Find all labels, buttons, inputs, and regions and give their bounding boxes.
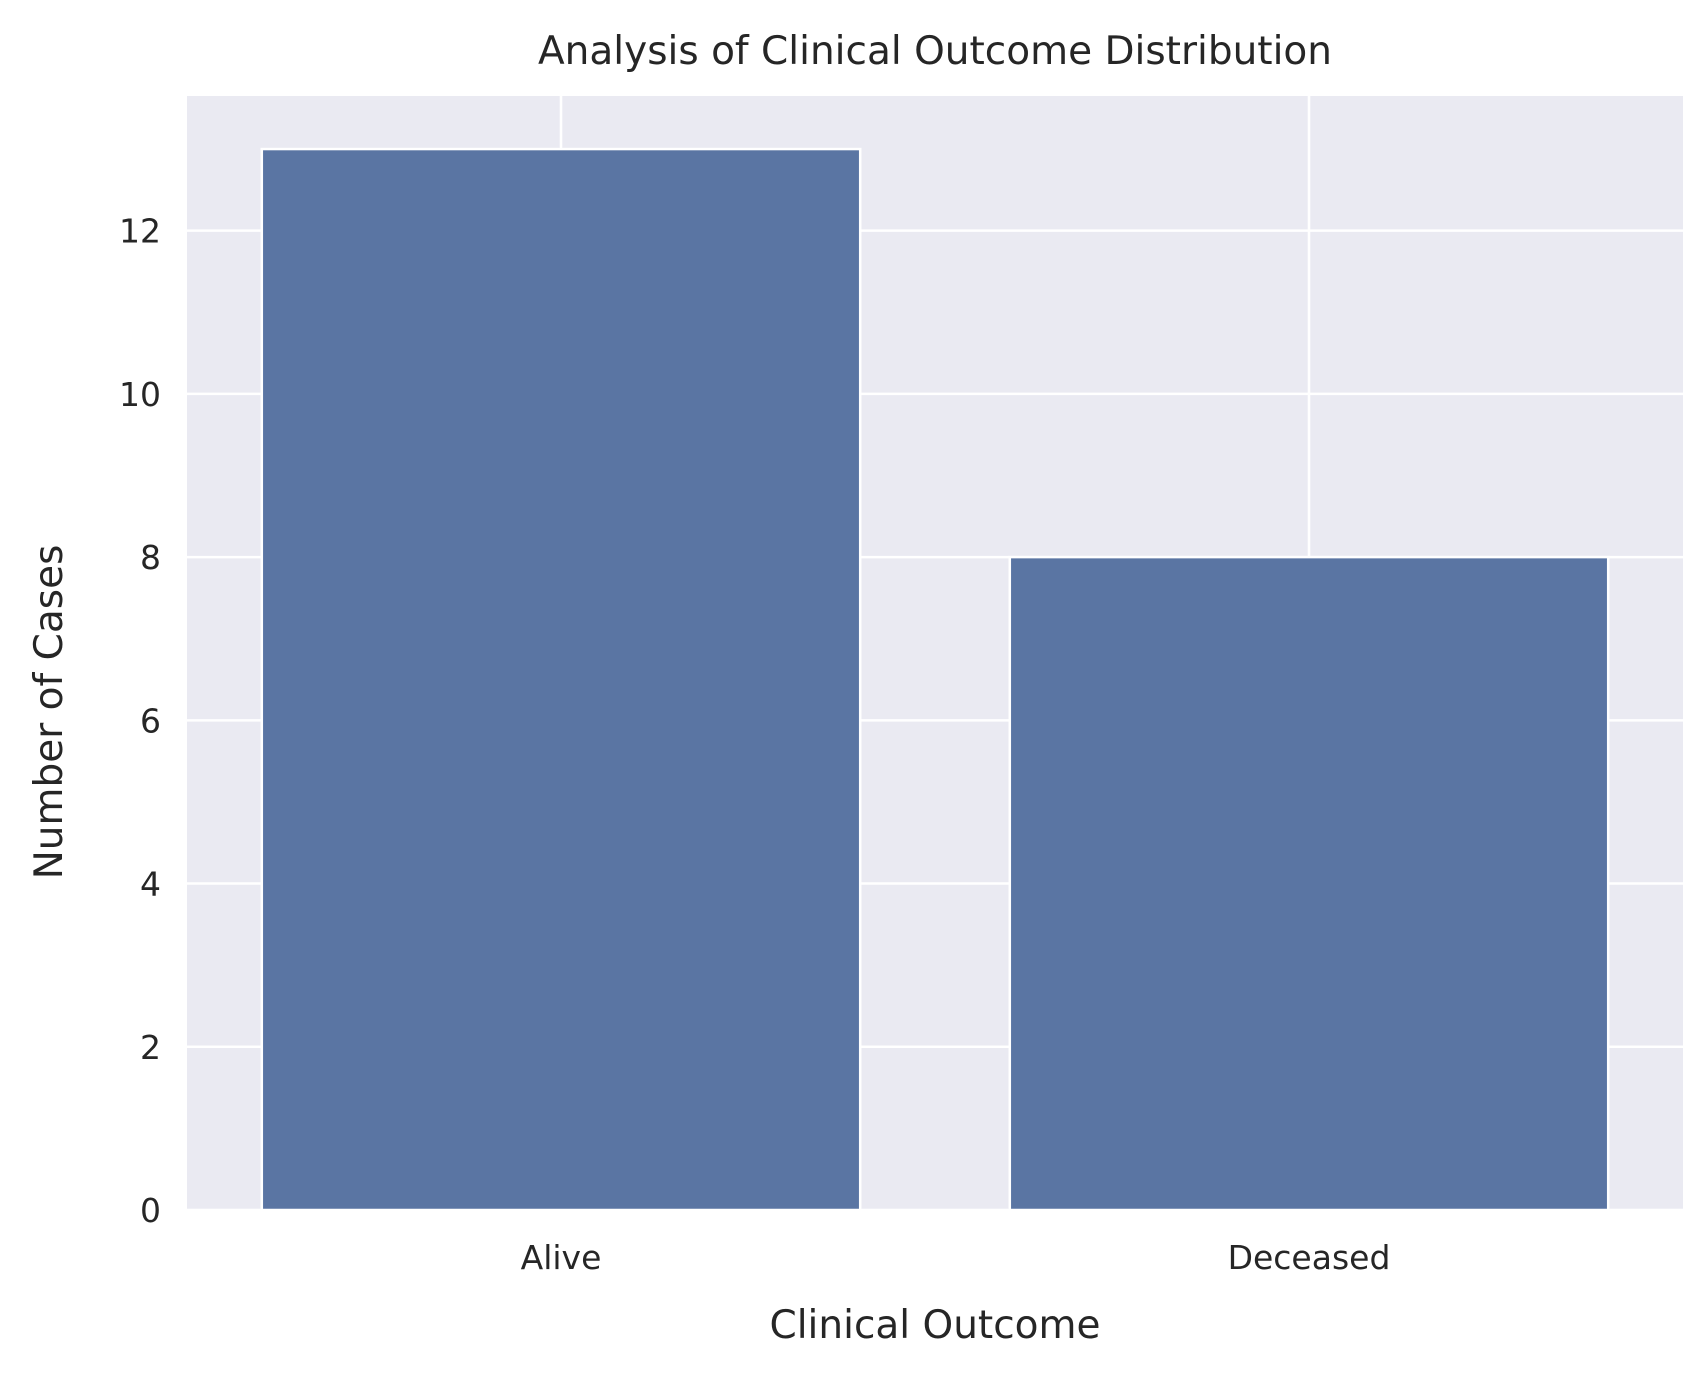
- y-tick-label: 6: [140, 701, 161, 740]
- bar-deceased: [1008, 555, 1610, 1212]
- x-tick-label-alive: Alive: [521, 1238, 602, 1277]
- y-tick-label: 4: [140, 865, 161, 904]
- y-tick-label: 12: [119, 212, 161, 251]
- chart-title: Analysis of Clinical Outcome Distributio…: [538, 29, 1332, 74]
- y-tick-label: 0: [140, 1191, 161, 1230]
- bar-alive: [260, 147, 862, 1212]
- y-tick-label: 10: [119, 375, 161, 414]
- x-tick-labels: Alive Deceased: [521, 1238, 1391, 1277]
- bars-layer: [260, 147, 1610, 1212]
- x-axis-label: Clinical Outcome: [769, 1303, 1100, 1348]
- y-tick-labels: 0 2 4 6 8 10 12: [119, 212, 161, 1230]
- x-tick-label-deceased: Deceased: [1228, 1238, 1391, 1277]
- y-tick-label: 2: [140, 1028, 161, 1067]
- y-tick-label: 8: [140, 538, 161, 577]
- y-axis-label: Number of Cases: [27, 545, 72, 880]
